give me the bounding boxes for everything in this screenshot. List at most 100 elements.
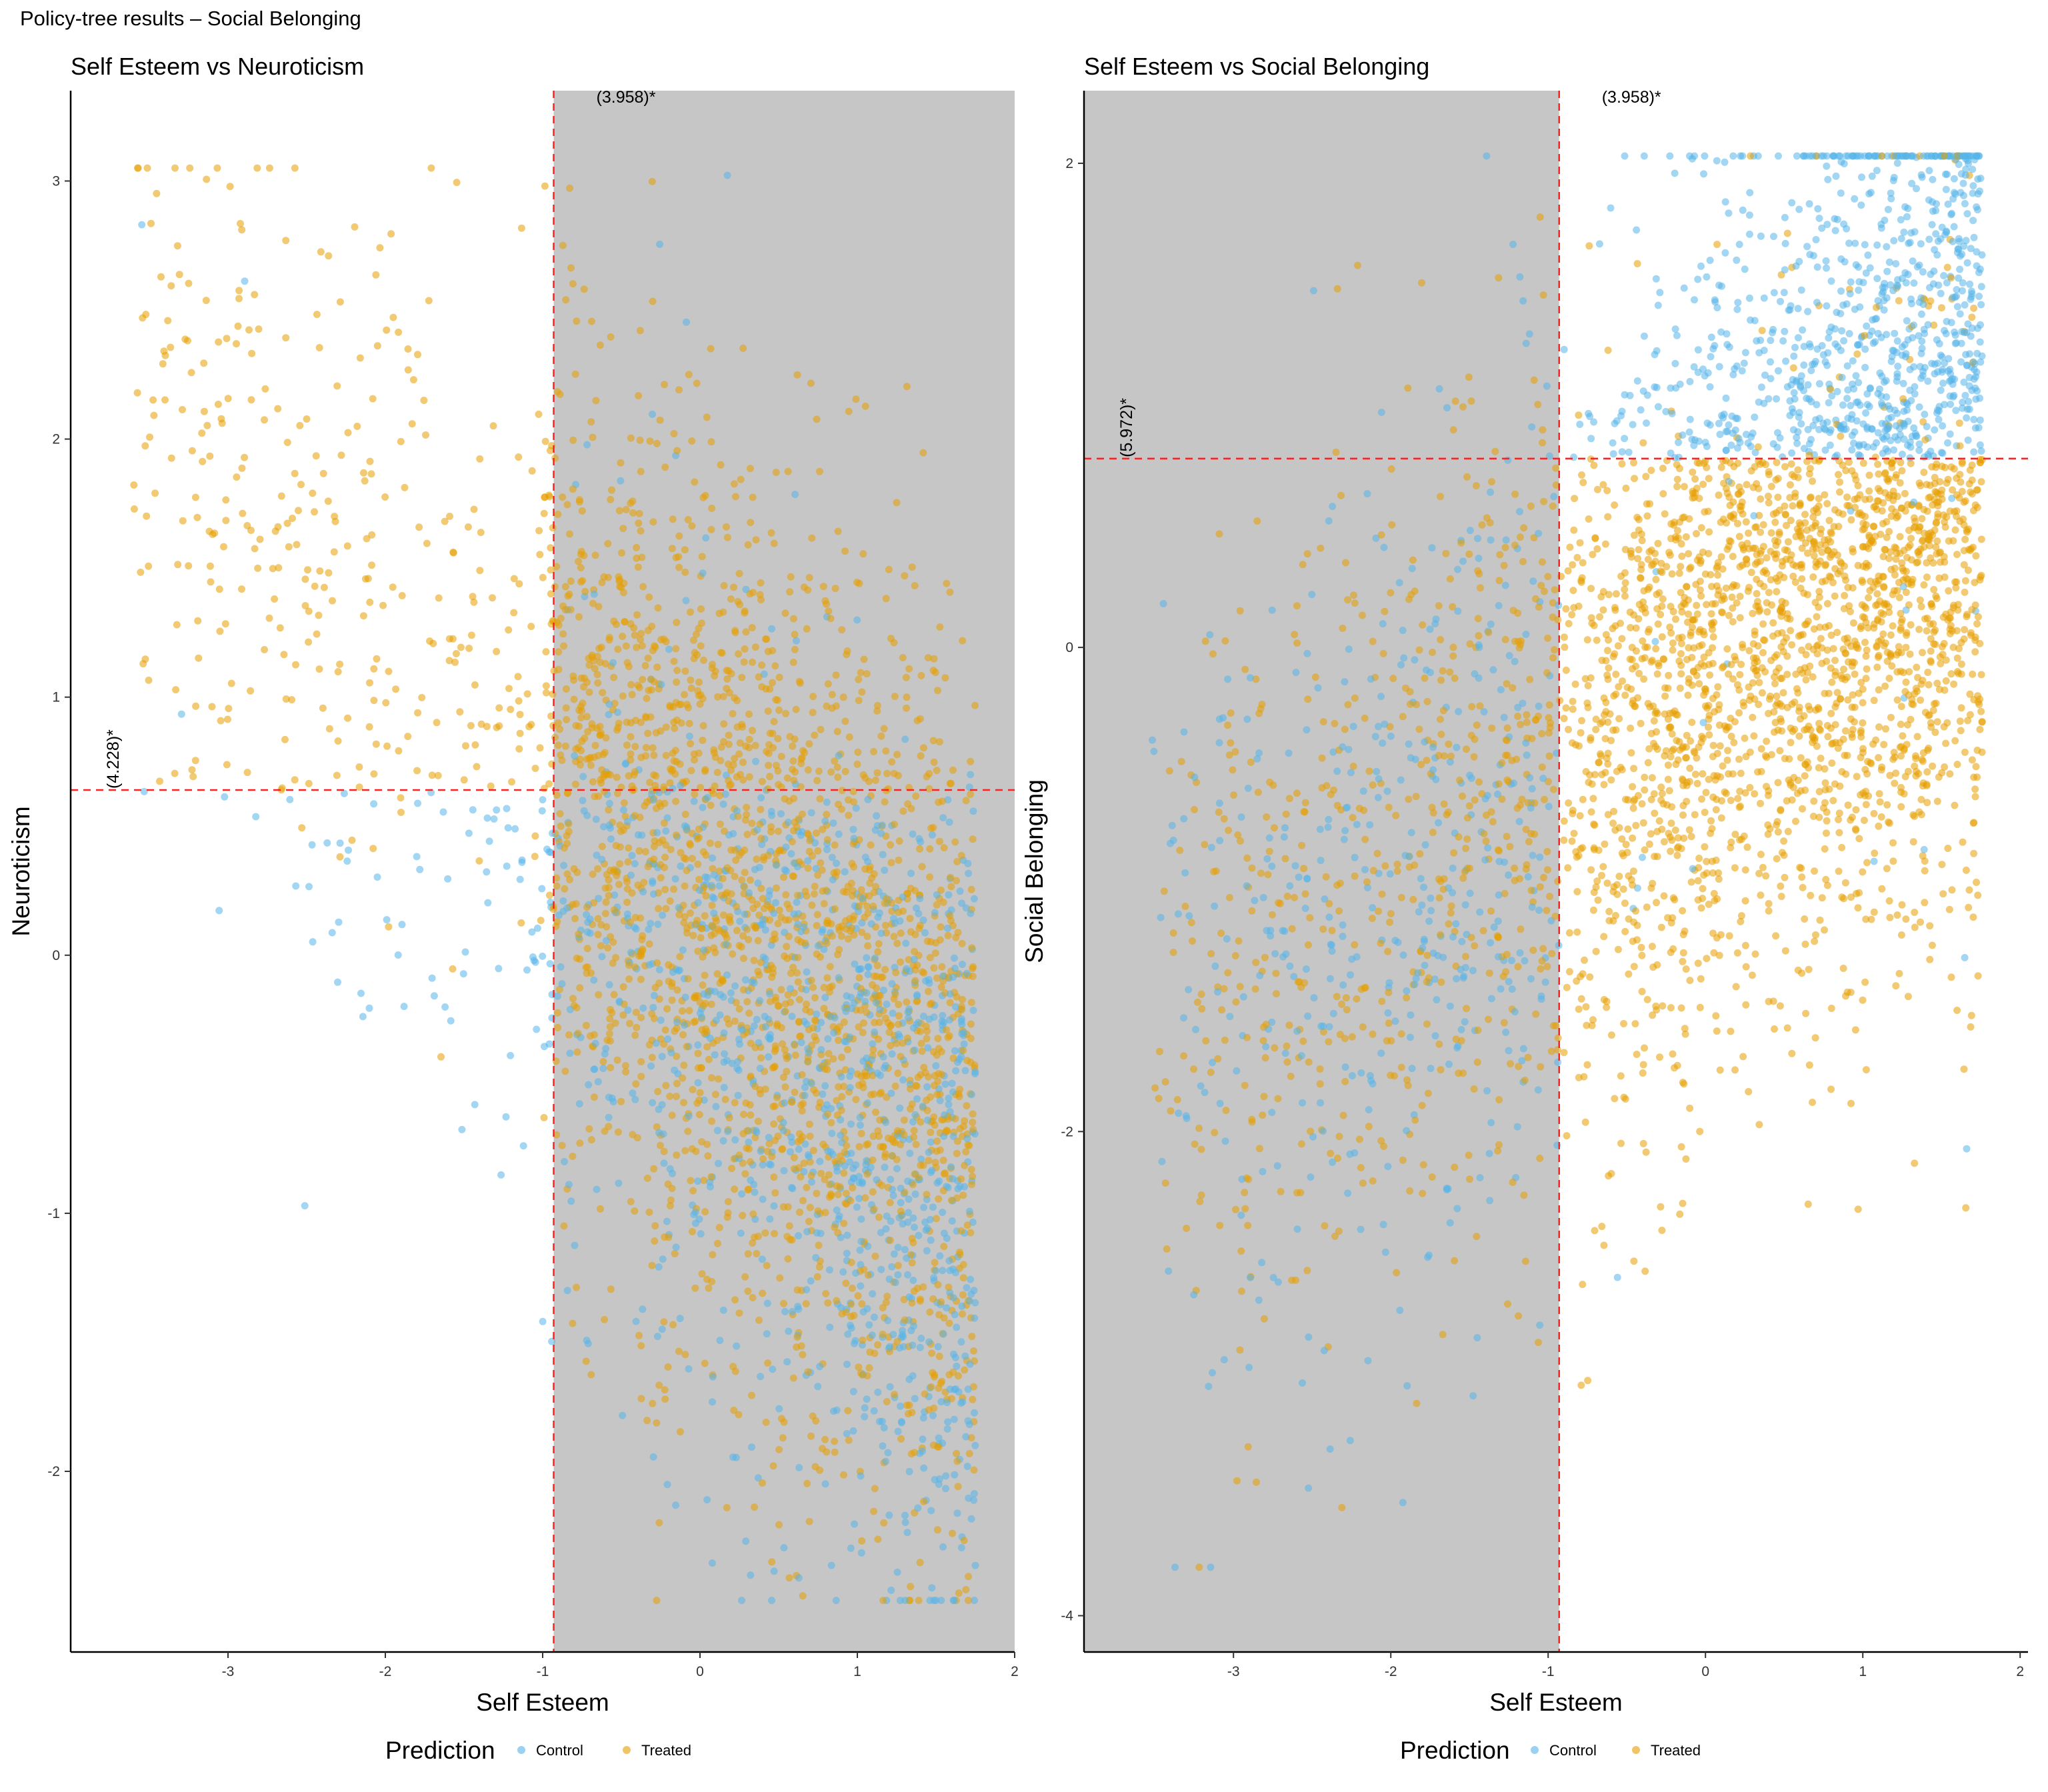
point-control <box>416 865 424 873</box>
point-treated <box>441 517 449 525</box>
point-control <box>1543 382 1551 390</box>
point-control <box>602 937 610 945</box>
points-layer <box>1149 152 1986 1571</box>
point-control <box>758 841 766 849</box>
point-control <box>864 1243 872 1250</box>
point-control <box>428 974 436 982</box>
point-treated <box>179 406 186 413</box>
point-treated <box>906 1085 914 1093</box>
point-treated <box>1260 1315 1268 1323</box>
point-treated <box>781 1083 789 1091</box>
point-treated <box>859 1019 867 1027</box>
point-treated <box>761 1229 769 1237</box>
point-treated <box>911 887 919 895</box>
point-control <box>430 992 438 1000</box>
point-treated <box>961 1366 969 1374</box>
point-control <box>797 1039 805 1047</box>
point-treated <box>587 317 595 325</box>
point-treated <box>1601 840 1609 848</box>
point-control <box>1280 833 1288 841</box>
point-control <box>883 1000 891 1008</box>
point-control <box>1515 817 1523 825</box>
point-treated <box>361 477 369 485</box>
point-control <box>710 909 718 917</box>
point-treated <box>265 614 273 622</box>
point-treated <box>616 583 624 591</box>
point-treated <box>667 845 675 853</box>
point-treated <box>789 742 797 750</box>
point-treated <box>576 984 584 992</box>
point-control <box>1691 152 1699 160</box>
point-control <box>1271 950 1279 957</box>
point-treated <box>1687 833 1695 841</box>
point-control <box>394 951 402 959</box>
point-control <box>221 793 229 801</box>
point-treated <box>203 421 211 429</box>
point-control <box>945 1101 953 1109</box>
point-treated <box>415 523 423 531</box>
point-treated <box>695 1096 703 1104</box>
point-treated <box>1207 1069 1215 1076</box>
point-treated <box>1653 899 1660 907</box>
point-control <box>863 1063 871 1071</box>
point-control <box>712 1103 720 1111</box>
point-treated <box>759 1155 767 1163</box>
point-control <box>1345 745 1353 753</box>
point-treated <box>645 1208 653 1216</box>
point-treated <box>838 1093 846 1101</box>
point-control <box>1735 241 1743 249</box>
point-treated <box>768 1558 776 1566</box>
point-treated <box>831 841 839 849</box>
point-treated <box>1641 1267 1649 1275</box>
point-treated <box>779 1040 787 1048</box>
point-control <box>877 829 885 837</box>
point-treated <box>886 1022 894 1030</box>
point-control <box>905 1005 913 1013</box>
point-treated <box>1810 625 1818 633</box>
point-treated <box>675 386 683 394</box>
point-control <box>837 1233 845 1241</box>
point-treated <box>823 974 831 982</box>
point-treated <box>1788 641 1796 649</box>
point-control <box>765 1133 773 1141</box>
point-treated <box>1805 470 1813 478</box>
point-control <box>795 1574 803 1582</box>
point-treated <box>909 1239 917 1247</box>
point-control <box>1341 827 1349 835</box>
point-treated <box>879 1143 887 1151</box>
point-treated <box>1757 799 1764 807</box>
point-control <box>788 1013 796 1021</box>
point-control <box>970 1496 978 1504</box>
point-treated <box>875 1019 883 1026</box>
point-treated <box>184 337 191 345</box>
point-treated <box>561 1067 569 1075</box>
point-control <box>657 681 665 689</box>
point-treated <box>749 658 756 666</box>
point-treated <box>703 1043 711 1051</box>
point-treated <box>161 351 169 359</box>
point-treated <box>457 643 465 651</box>
point-treated <box>838 787 846 795</box>
point-control <box>1192 1025 1199 1033</box>
point-control <box>939 1330 947 1338</box>
point-control <box>1292 669 1300 677</box>
point-treated <box>1874 461 1882 468</box>
point-treated <box>741 816 749 824</box>
point-treated <box>946 999 954 1007</box>
legend-key-treated <box>623 1746 631 1754</box>
point-treated <box>572 721 580 729</box>
point-control <box>1469 967 1477 975</box>
point-treated <box>1635 669 1643 677</box>
point-control <box>912 904 920 912</box>
point-treated <box>746 465 754 473</box>
point-treated <box>562 685 570 693</box>
x-tick-label: -1 <box>537 1664 549 1679</box>
point-treated <box>929 737 937 745</box>
point-treated <box>934 1035 942 1043</box>
point-control <box>584 918 592 926</box>
point-treated <box>489 422 497 430</box>
point-treated <box>1161 1179 1169 1187</box>
point-treated <box>575 613 583 621</box>
point-control <box>841 1162 849 1170</box>
point-treated <box>1621 579 1629 587</box>
